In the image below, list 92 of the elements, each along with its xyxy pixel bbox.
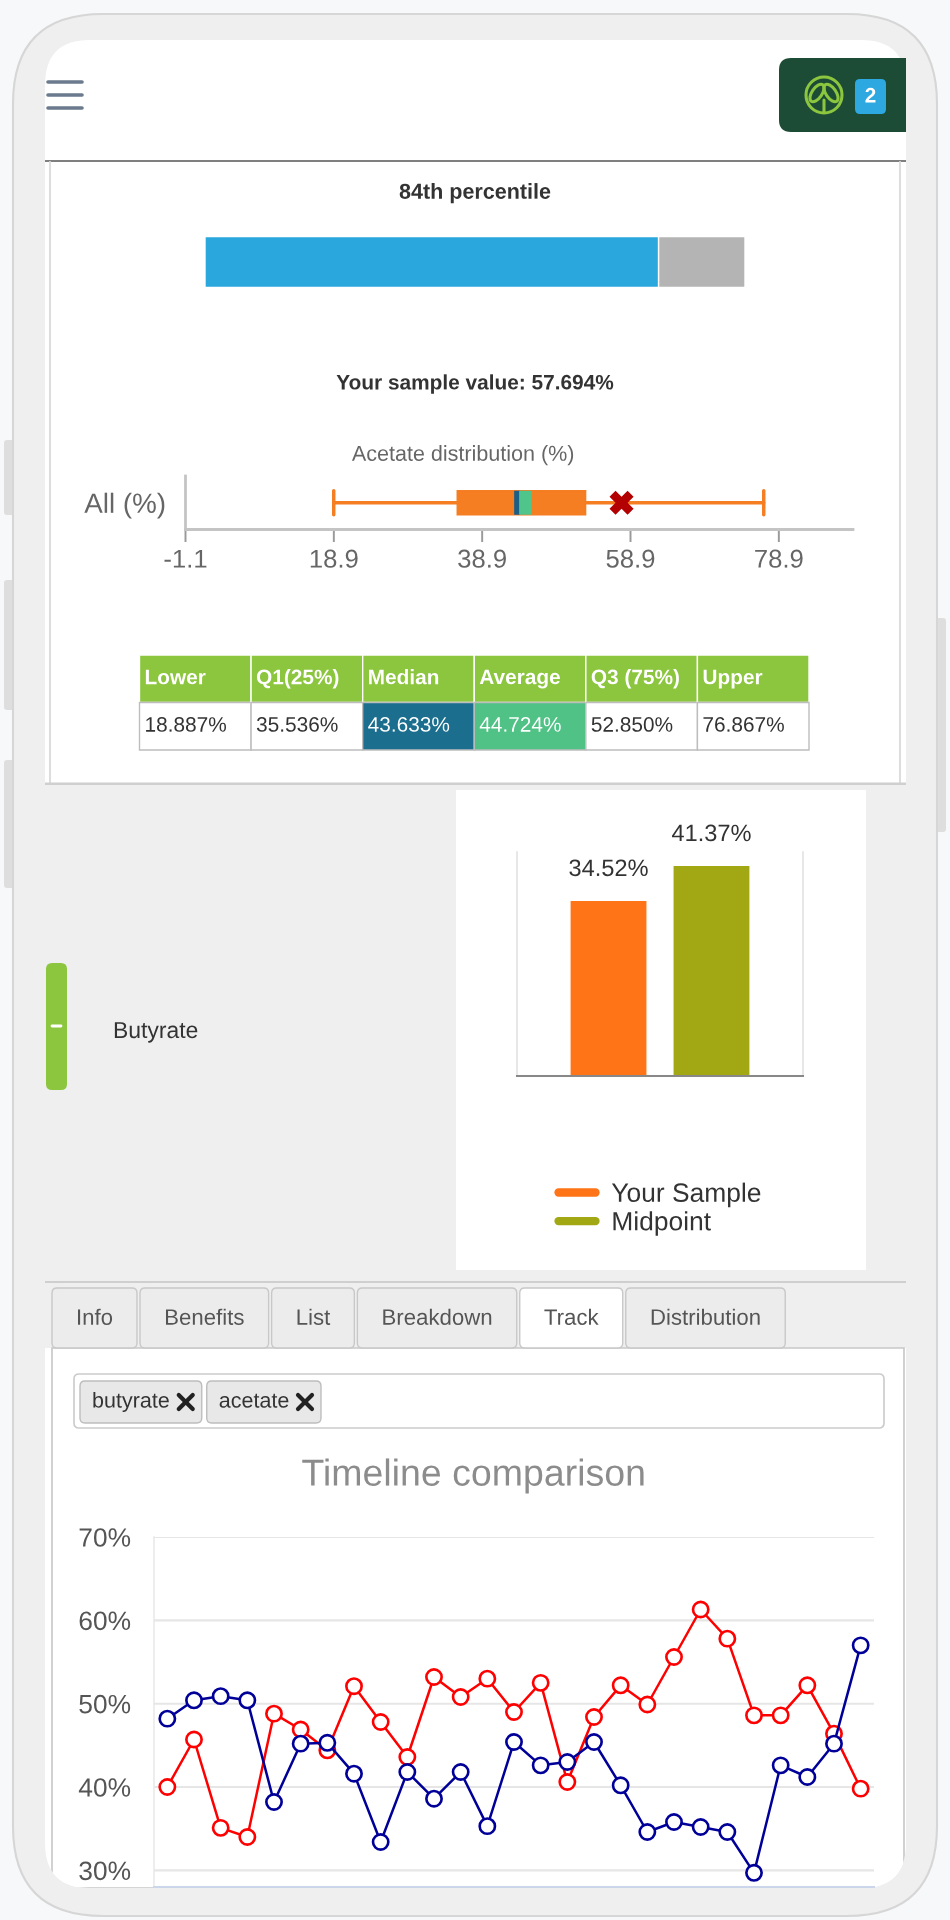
category-label: 44.724% xyxy=(479,717,561,732)
point xyxy=(158,1709,177,1728)
point xyxy=(478,1817,497,1836)
category-label: Info xyxy=(78,1308,113,1325)
point xyxy=(691,1600,710,1619)
point xyxy=(798,1676,817,1695)
x-tick-label: 38.9 xyxy=(458,549,506,568)
point xyxy=(505,1733,523,1751)
point xyxy=(665,1648,683,1666)
point xyxy=(211,1818,230,1837)
chart-title: Timeline comparison xyxy=(302,1458,644,1494)
point xyxy=(745,1706,763,1725)
y-tick-label: 40% xyxy=(78,1778,131,1797)
point xyxy=(771,1756,790,1775)
point xyxy=(265,1793,283,1811)
point xyxy=(185,1730,203,1749)
point xyxy=(531,1673,550,1692)
text: butyrate xyxy=(93,1391,169,1413)
point xyxy=(611,1676,630,1695)
category-label: Breakdown xyxy=(383,1308,492,1325)
text: Q3 (75%) xyxy=(591,669,679,689)
text: Q1(25%) xyxy=(256,669,339,689)
x-tick-label: 18.9 xyxy=(310,549,358,568)
point xyxy=(451,1688,470,1706)
point xyxy=(451,1763,470,1781)
point xyxy=(398,1748,417,1766)
point xyxy=(585,1708,603,1726)
point xyxy=(158,1778,177,1796)
text: Your sample value: 57.694% xyxy=(336,374,614,394)
point xyxy=(825,1734,843,1753)
legend-label: Your Sample xyxy=(611,1182,761,1208)
y-tick-label: 60% xyxy=(79,1611,131,1631)
point xyxy=(265,1704,283,1723)
text: Acetate distribution (%) xyxy=(351,445,574,466)
legend-label: Midpoint xyxy=(613,1211,711,1236)
point xyxy=(345,1677,363,1696)
category-label: 35.536% xyxy=(256,717,338,732)
point xyxy=(691,1818,710,1836)
category-label: Benefits xyxy=(165,1308,244,1325)
data-label: 41.37% xyxy=(671,824,751,842)
point xyxy=(718,1629,737,1648)
category-label: 76.867% xyxy=(703,717,784,732)
point xyxy=(291,1734,310,1753)
point xyxy=(398,1763,417,1781)
point xyxy=(718,1823,737,1841)
category-label: List xyxy=(297,1308,331,1325)
text: Upper xyxy=(703,669,763,689)
text: Lower xyxy=(145,669,206,685)
y-tick-label: 50% xyxy=(79,1694,131,1714)
point xyxy=(425,1789,443,1808)
point xyxy=(638,1823,657,1841)
point xyxy=(585,1733,603,1751)
point xyxy=(371,1833,390,1851)
category-label: 18.887% xyxy=(146,717,226,732)
point xyxy=(318,1733,337,1752)
y-tick-label: 30% xyxy=(79,1861,131,1881)
text: Butyrate xyxy=(114,1022,198,1043)
text: Median xyxy=(369,669,439,685)
category-label: Distribution xyxy=(651,1308,760,1325)
chart-title: 84th percentile xyxy=(399,183,551,204)
point xyxy=(211,1687,230,1706)
x-tick-label: 58.9 xyxy=(606,549,655,568)
category-label: Track xyxy=(544,1308,599,1325)
x-tick-label: -1.1 xyxy=(164,549,207,568)
point xyxy=(611,1776,630,1795)
point xyxy=(345,1764,363,1783)
point xyxy=(238,1828,257,1846)
text: acetate xyxy=(219,1393,289,1408)
point xyxy=(771,1706,790,1725)
category-label: 52.850% xyxy=(591,717,673,732)
point xyxy=(798,1768,817,1786)
point xyxy=(531,1756,550,1775)
point xyxy=(185,1691,203,1710)
text: Average xyxy=(479,669,560,689)
y-tick-label: All (%) xyxy=(84,492,165,519)
x-tick-label: 78.9 xyxy=(755,549,803,568)
point xyxy=(505,1703,523,1721)
point xyxy=(478,1669,497,1688)
point xyxy=(638,1695,657,1714)
point xyxy=(745,1863,763,1882)
category-label: 43.633% xyxy=(368,717,450,732)
data-label: 34.52% xyxy=(569,859,648,877)
point xyxy=(851,1636,870,1655)
point xyxy=(238,1691,257,1710)
text: 2 xyxy=(865,87,876,103)
point xyxy=(558,1753,577,1771)
point xyxy=(665,1813,683,1831)
point xyxy=(425,1668,443,1686)
point xyxy=(851,1779,870,1798)
point xyxy=(371,1713,390,1731)
point xyxy=(558,1773,577,1791)
y-tick-label: 70% xyxy=(79,1528,131,1547)
